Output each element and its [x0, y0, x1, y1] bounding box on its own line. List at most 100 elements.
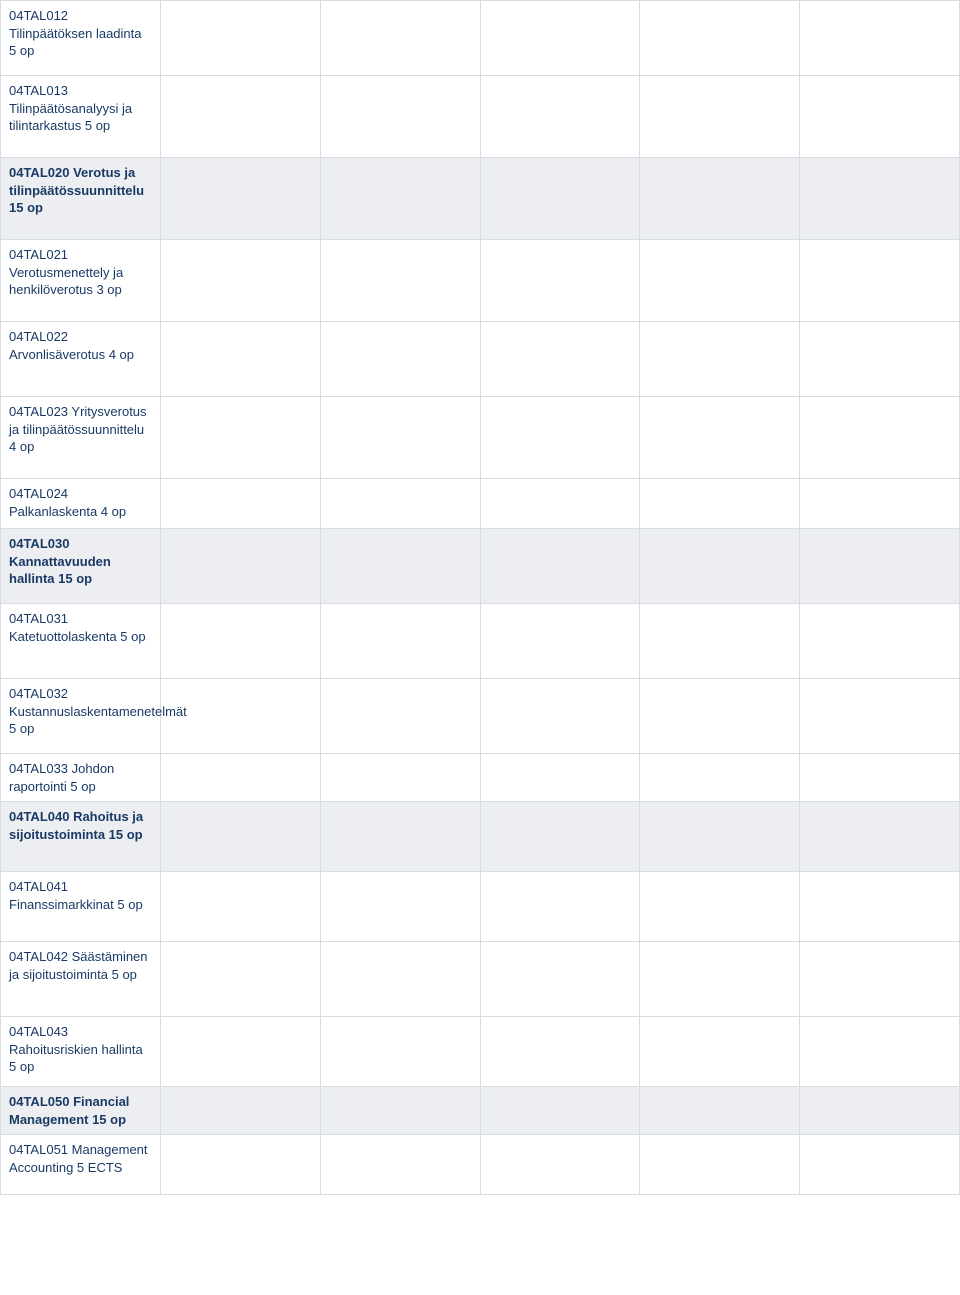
empty-cell — [161, 240, 321, 322]
empty-cell — [480, 76, 640, 158]
course-label: 04TAL022 Arvonlisäverotus 4 op — [9, 328, 152, 363]
course-label: 04TAL043 Rahoitusriskien hallinta 5 op — [9, 1023, 152, 1076]
table-row: 04TAL040 Rahoitus ja sijoitustoiminta 15… — [1, 802, 960, 872]
empty-cell — [161, 604, 321, 679]
empty-cell — [480, 240, 640, 322]
empty-cell — [480, 802, 640, 872]
table-row: 04TAL043 Rahoitusriskien hallinta 5 op — [1, 1017, 960, 1087]
table-row: 04TAL030 Kannattavuuden hallinta 15 op — [1, 529, 960, 604]
course-label-cell: 04TAL021 Verotusmenettely ja henkilövero… — [1, 240, 161, 322]
empty-cell — [800, 942, 960, 1017]
empty-cell — [320, 529, 480, 604]
course-label-cell: 04TAL041 Finanssimarkkinat 5 op — [1, 872, 161, 942]
empty-cell — [320, 1017, 480, 1087]
course-label-cell: 04TAL012 Tilinpäätöksen laadinta 5 op — [1, 1, 161, 76]
empty-cell — [640, 1017, 800, 1087]
empty-cell — [480, 1087, 640, 1135]
empty-cell — [320, 479, 480, 529]
empty-cell — [640, 872, 800, 942]
empty-cell — [161, 158, 321, 240]
empty-cell — [640, 479, 800, 529]
empty-cell — [800, 754, 960, 802]
empty-cell — [480, 679, 640, 754]
empty-cell — [161, 942, 321, 1017]
course-label: 04TAL031 Katetuottolaskenta 5 op — [9, 610, 152, 645]
empty-cell — [480, 754, 640, 802]
empty-cell — [320, 1, 480, 76]
empty-cell — [161, 754, 321, 802]
empty-cell — [640, 679, 800, 754]
course-label-cell: 04TAL042 Säästäminen ja sijoitustoiminta… — [1, 942, 161, 1017]
empty-cell — [640, 802, 800, 872]
course-label: 04TAL021 Verotusmenettely ja henkilövero… — [9, 246, 152, 299]
table-row: 04TAL042 Säästäminen ja sijoitustoiminta… — [1, 942, 960, 1017]
empty-cell — [480, 872, 640, 942]
empty-cell — [800, 872, 960, 942]
table-row: 04TAL020 Verotus ja tilinpäätössuunnitte… — [1, 158, 960, 240]
empty-cell — [480, 604, 640, 679]
empty-cell — [480, 942, 640, 1017]
empty-cell — [320, 802, 480, 872]
course-table-body: 04TAL012 Tilinpäätöksen laadinta 5 op 04T… — [1, 1, 960, 1195]
empty-cell — [161, 322, 321, 397]
empty-cell — [320, 76, 480, 158]
course-table: 04TAL012 Tilinpäätöksen laadinta 5 op 04T… — [0, 0, 960, 1195]
empty-cell — [161, 1, 321, 76]
empty-cell — [320, 1087, 480, 1135]
table-row: 04TAL021 Verotusmenettely ja henkilövero… — [1, 240, 960, 322]
empty-cell — [800, 479, 960, 529]
empty-cell — [640, 397, 800, 479]
empty-cell — [161, 76, 321, 158]
empty-cell — [640, 1087, 800, 1135]
empty-cell — [320, 604, 480, 679]
table-row: 04TAL022 Arvonlisäverotus 4 op — [1, 322, 960, 397]
empty-cell — [800, 1017, 960, 1087]
empty-cell — [320, 754, 480, 802]
empty-cell — [640, 529, 800, 604]
empty-cell — [800, 397, 960, 479]
course-label: 04TAL030 Kannattavuuden hallinta 15 op — [9, 535, 152, 588]
table-row: 04TAL013 Tilinpäätösanalyysi ja tilintar… — [1, 76, 960, 158]
course-label: 04TAL050 Financial Management 15 op — [9, 1093, 152, 1128]
empty-cell — [161, 1017, 321, 1087]
course-label-cell: 04TAL031 Katetuottolaskenta 5 op — [1, 604, 161, 679]
empty-cell — [800, 158, 960, 240]
empty-cell — [480, 1017, 640, 1087]
course-label: 04TAL051 Management Accounting 5 ECTS — [9, 1141, 152, 1176]
empty-cell — [640, 158, 800, 240]
empty-cell — [480, 158, 640, 240]
empty-cell — [320, 872, 480, 942]
course-label-cell: 04TAL022 Arvonlisäverotus 4 op — [1, 322, 161, 397]
course-label-cell: 04TAL051 Management Accounting 5 ECTS — [1, 1135, 161, 1195]
empty-cell — [640, 322, 800, 397]
course-label-cell: 04TAL023 Yritysverotus ja tilinpäätössuu… — [1, 397, 161, 479]
course-label: 04TAL023 Yritysverotus ja tilinpäätössuu… — [9, 403, 152, 456]
empty-cell — [800, 604, 960, 679]
empty-cell — [640, 1135, 800, 1195]
empty-cell — [320, 322, 480, 397]
empty-cell — [320, 397, 480, 479]
empty-cell — [800, 679, 960, 754]
empty-cell — [161, 479, 321, 529]
course-label-cell: 04TAL020 Verotus ja tilinpäätössuunnitte… — [1, 158, 161, 240]
course-label-cell: 04TAL033 Johdon raportointi 5 op — [1, 754, 161, 802]
course-label-cell: 04TAL043 Rahoitusriskien hallinta 5 op — [1, 1017, 161, 1087]
empty-cell — [800, 802, 960, 872]
empty-cell — [640, 942, 800, 1017]
empty-cell — [320, 240, 480, 322]
table-row: 04TAL033 Johdon raportointi 5 op — [1, 754, 960, 802]
empty-cell — [480, 529, 640, 604]
course-label: 04TAL041 Finanssimarkkinat 5 op — [9, 878, 152, 913]
empty-cell — [800, 1087, 960, 1135]
course-label: 04TAL024 Palkanlaskenta 4 op — [9, 485, 152, 520]
empty-cell — [320, 679, 480, 754]
course-label: 04TAL013 Tilinpäätösanalyysi ja tilintar… — [9, 82, 152, 135]
course-label: 04TAL020 Verotus ja tilinpäätössuunnitte… — [9, 164, 152, 217]
empty-cell — [480, 1135, 640, 1195]
empty-cell — [640, 76, 800, 158]
empty-cell — [161, 529, 321, 604]
empty-cell — [480, 1, 640, 76]
course-label: 04TAL040 Rahoitus ja sijoitustoiminta 15… — [9, 808, 152, 843]
empty-cell — [800, 322, 960, 397]
empty-cell — [320, 158, 480, 240]
